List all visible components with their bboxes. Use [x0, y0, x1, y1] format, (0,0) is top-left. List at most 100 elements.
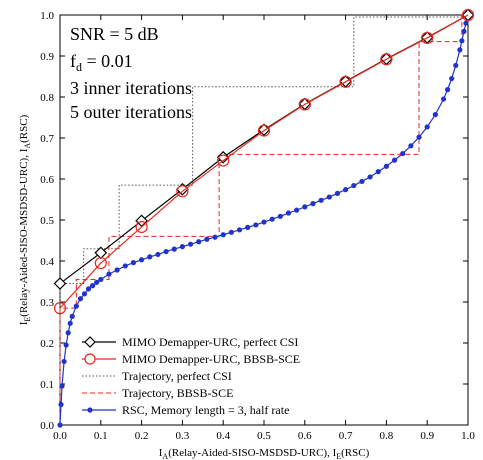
y-label-rest2: (RSC) — [18, 114, 30, 142]
dot-marker — [98, 276, 104, 283]
series-layer — [53, 8, 475, 428]
y-label-main: I — [18, 321, 30, 325]
dot-marker — [85, 286, 92, 292]
y-tick-label: 0.0 — [40, 420, 54, 432]
x-label-rest: (Relay-Aided-SISO-MSDSD-URC), I — [168, 447, 336, 459]
dot-marker — [155, 251, 161, 258]
legend-diamond-marker — [84, 336, 96, 348]
dot-marker — [318, 197, 324, 203]
x-tick-label: 0.7 — [339, 430, 353, 442]
dot-marker — [139, 257, 145, 263]
y-label-sub2: A — [23, 143, 32, 149]
circle-marker — [380, 53, 393, 66]
dot-marker — [81, 291, 88, 297]
fd-annotation: fd = 0.01 — [70, 51, 133, 74]
dot-marker — [351, 182, 357, 189]
dot-marker — [391, 157, 398, 163]
y-label-sub: E — [23, 317, 32, 322]
x-tick-label: 1.0 — [461, 430, 475, 442]
dot-marker — [343, 187, 349, 193]
diamond-marker — [216, 150, 230, 164]
fd-main: f — [70, 51, 76, 71]
y-tick-label: 0.4 — [40, 256, 54, 268]
y-tick-label: 0.6 — [40, 174, 54, 186]
outer-iterations-annotation: 5 outer iterations — [70, 102, 192, 122]
x-tick-label: 0.0 — [53, 430, 67, 442]
dot-marker — [90, 283, 96, 289]
fd-rest: = 0.01 — [82, 51, 133, 71]
diamond-marker — [94, 246, 108, 260]
x-axis-label: IA(Relay-Aided-SISO-MSDSD-URC), IE(RSC) — [159, 447, 370, 460]
dot-marker — [114, 267, 120, 273]
legend-label-3: Trajectory, BBSB-SCE — [122, 386, 233, 400]
dot-marker — [94, 279, 100, 285]
dot-marker — [334, 190, 341, 196]
y-axis-label: IE(Relay-Aided-SISO-MSDSD-URC), IA(RSC) — [18, 114, 32, 325]
dot-marker — [400, 150, 406, 157]
legend-label-2: Trajectory, perfect CSI — [122, 369, 232, 383]
series-line-2 — [59, 15, 463, 425]
dot-marker — [285, 210, 292, 216]
circle-marker — [257, 124, 271, 137]
dot-marker — [269, 216, 275, 222]
legend-label-0: MIMO Demapper-URC, perfect CSI — [122, 335, 298, 349]
x-label-rest2: (RSC) — [341, 447, 369, 459]
dot-marker — [163, 248, 169, 255]
y-tick-label: 0.8 — [40, 92, 54, 104]
circle-marker — [135, 220, 148, 234]
x-tick-label: 0.3 — [176, 430, 190, 442]
dot-marker — [449, 75, 455, 82]
x-tick-label: 0.8 — [380, 430, 394, 442]
snr-annotation: SNR = 5 dB — [70, 24, 159, 44]
fd-sub: d — [76, 60, 82, 74]
y-tick-label: 0.7 — [40, 133, 54, 145]
circle-marker — [298, 98, 311, 111]
dot-marker — [122, 263, 128, 269]
x-label-sub: A — [162, 452, 168, 460]
x-tick-label: 0.2 — [135, 430, 149, 442]
circle-marker — [176, 185, 189, 198]
dot-marker — [459, 38, 465, 44]
x-tick-label: 0.6 — [298, 430, 312, 442]
dot-marker — [228, 229, 234, 235]
x-tick-label: 0.5 — [257, 430, 271, 442]
dot-marker — [245, 224, 251, 230]
series-line-1 — [59, 14, 469, 309]
dot-marker — [453, 62, 459, 69]
dot-marker — [277, 213, 283, 219]
dot-marker — [77, 296, 83, 302]
dot-marker — [57, 422, 63, 428]
diamond-marker — [53, 277, 67, 290]
dot-marker — [58, 401, 64, 408]
dot-marker — [375, 169, 381, 175]
dot-marker — [463, 20, 469, 26]
dot-marker — [61, 358, 67, 365]
dot-marker — [171, 246, 177, 252]
dot-marker — [310, 201, 316, 207]
y-tick-label: 0.1 — [40, 379, 54, 391]
legend: MIMO Demapper-URC, perfect CSI MIMO Demap… — [82, 335, 300, 417]
y-tick-label: 0.2 — [40, 338, 54, 350]
dot-marker — [302, 204, 308, 210]
x-label-main: I — [159, 447, 163, 459]
dot-marker — [326, 194, 332, 200]
y-tick-label: 0.3 — [40, 297, 54, 309]
legend-dot-marker — [87, 407, 93, 413]
x-tick-label: 0.1 — [94, 430, 108, 442]
dot-marker — [65, 330, 71, 336]
circle-marker — [461, 8, 475, 22]
x-label-sub2: E — [336, 452, 341, 460]
y-tick-label: 0.5 — [40, 215, 54, 227]
y-label-rest: (Relay-Aided-SISO-MSDSD-URC), I — [18, 148, 30, 316]
x-tick-label: 0.9 — [420, 430, 434, 442]
dot-marker — [367, 174, 373, 180]
circle-marker — [217, 154, 230, 167]
circle-marker — [421, 31, 434, 45]
x-tick-label: 0.4 — [216, 430, 230, 442]
dot-marker — [445, 87, 451, 93]
dot-marker — [359, 178, 365, 185]
inner-iterations-annotation: 3 inner iterations — [70, 78, 192, 98]
dot-marker — [204, 236, 210, 242]
legend-circle-marker — [84, 353, 96, 365]
